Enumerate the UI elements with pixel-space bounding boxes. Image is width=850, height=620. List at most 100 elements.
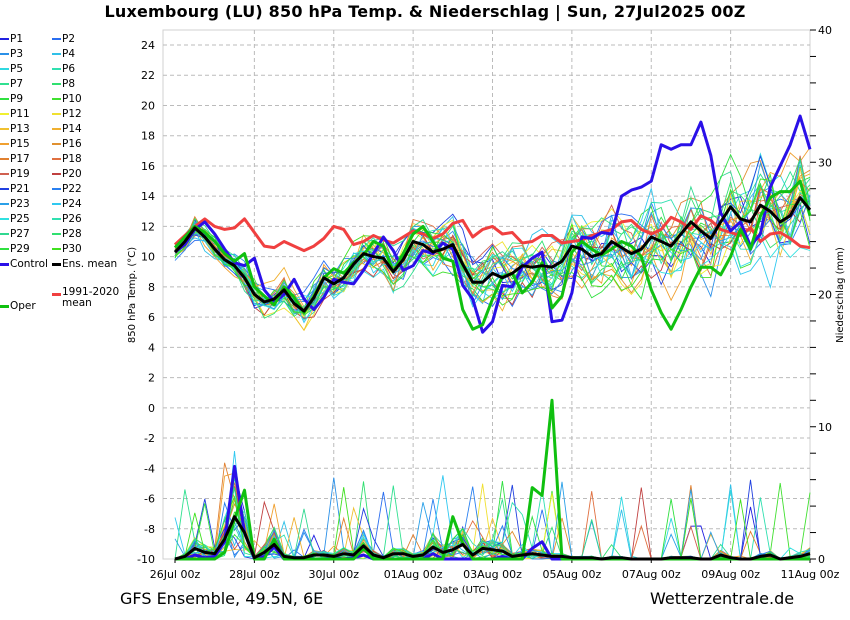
clim-mean-line xyxy=(173,214,811,253)
legend-swatch xyxy=(0,188,9,190)
legend-label: P21 xyxy=(10,183,30,195)
legend-label: P29 xyxy=(10,243,30,255)
legend-swatch xyxy=(52,262,61,266)
legend-label: P10 xyxy=(62,93,82,105)
x-tick-label: 07Aug 00z xyxy=(622,568,681,581)
control-line xyxy=(174,114,812,334)
legend-label: P12 xyxy=(62,108,82,120)
member-line-p29 xyxy=(174,153,811,316)
legend-label: P5 xyxy=(10,63,24,75)
legend-label: P24 xyxy=(62,198,82,210)
legend-swatch xyxy=(0,173,9,175)
legend-item-p11: P11 xyxy=(0,107,30,121)
legend-item-control: Control xyxy=(0,257,48,271)
x-tick-label: 30Jul 00z xyxy=(308,568,359,581)
legend-item-p2: P2 xyxy=(52,32,75,46)
legend-item-oper: Oper xyxy=(0,299,36,313)
legend-swatch xyxy=(52,233,61,235)
legend-swatch xyxy=(0,262,9,266)
y-tick-label: 16 xyxy=(141,160,155,173)
legend-swatch xyxy=(52,128,61,130)
x-tick-label: 03Aug 00z xyxy=(463,568,522,581)
legend-label: P1 xyxy=(10,33,24,45)
legend-label: P25 xyxy=(10,213,30,225)
legend-swatch xyxy=(0,113,9,115)
legend-label: P3 xyxy=(10,48,24,60)
y-tick-label: -10 xyxy=(137,553,155,566)
legend-item-p27: P27 xyxy=(0,227,30,241)
legend-swatch xyxy=(0,68,9,70)
legend-item-p20: P20 xyxy=(52,167,82,181)
y-tick-label: 20 xyxy=(141,99,155,112)
legend-item-p14: P14 xyxy=(52,122,82,136)
legend-label: P9 xyxy=(10,93,24,105)
legend-swatch xyxy=(52,38,61,40)
source-label: Wetterzentrale.de xyxy=(650,589,795,608)
legend-item-p5: P5 xyxy=(0,62,23,76)
y-tick-label: -6 xyxy=(144,493,155,506)
legend-label: P2 xyxy=(62,33,76,45)
legend-swatch xyxy=(0,128,9,130)
legend-label: P8 xyxy=(62,78,76,90)
legend-swatch xyxy=(52,98,61,100)
x-tick-label: 28Jul 00z xyxy=(229,568,280,581)
y-tick-label: 6 xyxy=(148,311,155,324)
legend-item-p30: P30 xyxy=(52,242,82,256)
y-tick-label: 18 xyxy=(141,130,155,143)
legend-label: P26 xyxy=(62,213,82,225)
legend-swatch xyxy=(0,38,9,40)
legend-swatch xyxy=(52,218,61,220)
legend-swatch xyxy=(0,143,9,145)
legend-item-p18: P18 xyxy=(52,152,82,166)
y-tick-label: 14 xyxy=(141,190,155,203)
y-tick-label: -4 xyxy=(144,462,155,475)
model-info-label: GFS Ensemble, 49.5N, 6E xyxy=(120,589,324,608)
legend-swatch xyxy=(0,98,9,100)
legend-item-p3: P3 xyxy=(0,47,23,61)
y-tick-label: 12 xyxy=(141,220,155,233)
legend-swatch xyxy=(0,53,9,55)
legend-item-p15: P15 xyxy=(0,137,30,151)
legend-swatch xyxy=(52,292,61,296)
y2-tick-label: 0 xyxy=(818,553,825,566)
member-line-p23 xyxy=(174,159,811,301)
legend-label: P16 xyxy=(62,138,82,150)
y-tick-label: 8 xyxy=(148,281,155,294)
legend-item-p25: P25 xyxy=(0,212,30,226)
y-tick-label: -2 xyxy=(144,432,155,445)
legend-item-p7: P7 xyxy=(0,77,23,91)
y-tick-label: -8 xyxy=(144,523,155,536)
member-line-p25 xyxy=(174,223,811,311)
legend-item-1991-2020-mean: 1991-2020 mean xyxy=(52,287,122,309)
legend-swatch xyxy=(52,158,61,160)
legend-label: Ens. mean xyxy=(62,258,118,270)
legend-label: P7 xyxy=(10,78,24,90)
legend-label: Control xyxy=(10,258,48,270)
legend-swatch xyxy=(52,203,61,205)
legend-item-p24: P24 xyxy=(52,197,82,211)
legend-label: P13 xyxy=(10,123,30,135)
legend-label: P17 xyxy=(10,153,30,165)
y-tick-label: 0 xyxy=(148,402,155,415)
legend-label: P30 xyxy=(62,243,82,255)
legend-label: P20 xyxy=(62,168,82,180)
y2-tick-label: 30 xyxy=(818,156,832,169)
chart-title: Luxembourg (LU) 850 hPa Temp. & Niedersc… xyxy=(104,2,746,21)
legend-swatch xyxy=(0,83,9,85)
x-axis-label: Date (UTC) xyxy=(435,585,490,596)
y2-tick-label: 10 xyxy=(818,421,832,434)
legend-item-p9: P9 xyxy=(0,92,23,106)
legend-swatch xyxy=(52,173,61,175)
legend-item-ens-mean: Ens. mean xyxy=(52,257,117,271)
legend-item-p12: P12 xyxy=(52,107,82,121)
legend-label: P11 xyxy=(10,108,30,120)
legend-swatch xyxy=(52,248,61,250)
ens-mean-precip-line xyxy=(174,515,811,561)
y-tick-label: 24 xyxy=(141,39,155,52)
legend-item-p26: P26 xyxy=(52,212,82,226)
legend-item-p22: P22 xyxy=(52,182,82,196)
x-tick-label: 01Aug 00z xyxy=(384,568,443,581)
y-tick-label: 4 xyxy=(148,341,155,354)
legend-swatch xyxy=(52,68,61,70)
